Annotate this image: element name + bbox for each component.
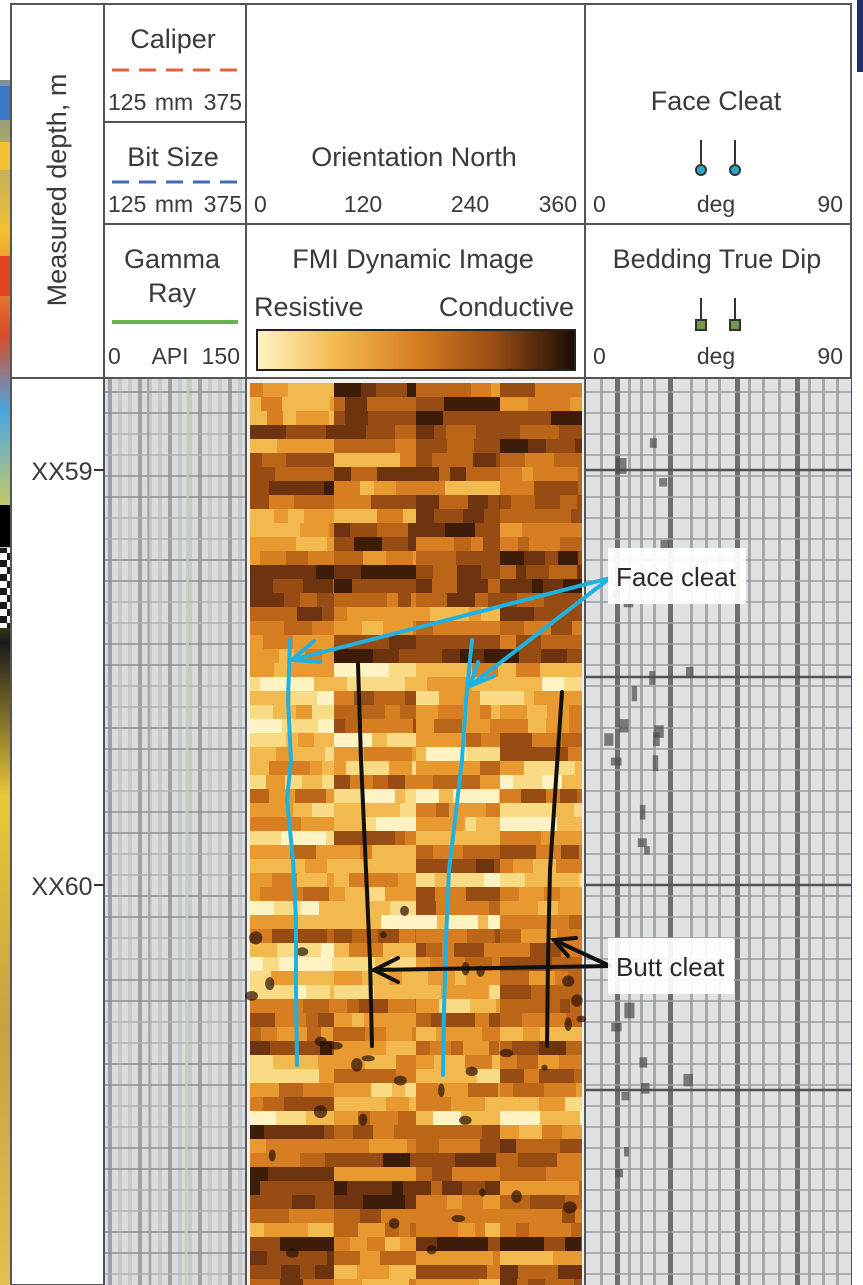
face-cleat-trace-2 <box>441 638 474 1077</box>
bedding-header: Bedding True Dip 0 deg 90 <box>593 244 843 369</box>
face-cleat-annotation: Face cleat <box>608 548 746 604</box>
butt-cleat-label: Butt cleat <box>616 952 725 982</box>
dip-track <box>586 379 851 1285</box>
depth-axis-label: Measured depth, m <box>42 74 72 307</box>
orientation-title: Orientation North <box>311 142 517 172</box>
bedding-symbol <box>695 298 741 331</box>
face-cleat-header: Face Cleat 0 deg 90 <box>593 86 843 217</box>
bit-size-max: 375 <box>204 191 242 217</box>
fmi-image-track <box>245 379 587 1285</box>
gamma-ray-header: Gamma Ray 0 API 150 <box>108 244 240 369</box>
fmi-color-scale <box>256 329 576 371</box>
fmi-title: FMI Dynamic Image <box>292 244 534 274</box>
butt-cleat-trace-2 <box>545 690 564 1048</box>
fmi-header: FMI Dynamic Image Resistive Conductive <box>254 244 576 371</box>
face-cleat-label: Face cleat <box>616 562 737 592</box>
fmi-scale-right: Conductive <box>439 292 574 322</box>
butt-cleat-arrows <box>369 936 612 984</box>
face-cleat-trace-1 <box>284 638 299 1067</box>
right-edge-strip <box>857 0 863 72</box>
gamma-ray-min: 0 <box>108 343 121 369</box>
face-cleat-unit: deg <box>697 191 735 217</box>
gamma-ray-title-line1: Gamma <box>124 244 221 274</box>
gamma-caliper-track <box>105 378 245 1285</box>
butt-cleat-annotation: Butt cleat <box>608 938 734 994</box>
bit-size-title: Bit Size <box>127 142 219 172</box>
face-cleat-symbol <box>695 140 741 176</box>
bit-size-unit: mm <box>155 191 193 217</box>
fmi-scale-left: Resistive <box>254 292 364 322</box>
face-cleat-title: Face Cleat <box>651 86 782 116</box>
orientation-tick-120: 120 <box>344 191 382 217</box>
depth-tick-xx60: XX60 <box>31 873 92 901</box>
face-cleat-max: 90 <box>817 191 843 217</box>
bedding-title: Bedding True Dip <box>613 244 822 274</box>
gamma-ray-unit: API <box>151 343 188 369</box>
orientation-tick-240: 240 <box>451 191 489 217</box>
caliper-header: Caliper 125 mm 375 <box>108 24 242 115</box>
bit-size-header: Bit Size 125 mm 375 <box>108 142 242 217</box>
gamma-ray-title-line2: Ray <box>148 278 197 308</box>
butt-cleat-trace-1 <box>356 662 374 1048</box>
bit-size-min: 125 <box>108 191 146 217</box>
face-cleat-min: 0 <box>593 191 606 217</box>
gamma-ray-max: 150 <box>202 343 240 369</box>
orientation-header: Orientation North 0 120 240 360 <box>254 142 577 217</box>
bedding-min: 0 <box>593 343 606 369</box>
orientation-tick-0: 0 <box>254 191 267 217</box>
bedding-max: 90 <box>817 343 843 369</box>
depth-tick-xx59: XX59 <box>31 458 92 486</box>
face-cleat-arrows <box>287 576 612 690</box>
caliper-max: 375 <box>204 89 242 115</box>
bedding-unit: deg <box>697 343 735 369</box>
cleat-traces <box>284 638 564 1077</box>
orientation-tick-360: 360 <box>539 191 577 217</box>
caliper-min: 125 <box>108 89 146 115</box>
left-sidebar-strip <box>0 0 11 1285</box>
depth-ticks: XX59 XX60 <box>31 458 104 901</box>
caliper-title: Caliper <box>130 24 216 54</box>
caliper-unit: mm <box>155 89 193 115</box>
